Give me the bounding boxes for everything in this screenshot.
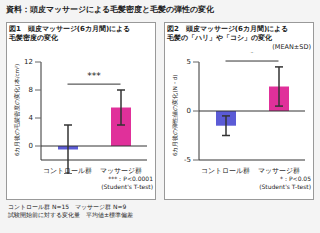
- svg-text:6カ月後の弾性値の変化(N・d): 6カ月後の弾性値の変化(N・d): [171, 75, 178, 156]
- svg-text:-5: -5: [184, 156, 191, 164]
- html-text:*：P<0.05 (Student's T-test): *：P<0.05 (Student's T-test): [259, 175, 311, 190]
- svg-text:***: ***: [87, 71, 101, 81]
- svg-text:4: 4: [29, 114, 34, 122]
- html-text:図1 頭皮マッサージ(6カ月間)による 毛髪密度の変化: 図1 頭皮マッサージ(6カ月間)による 毛髪密度の変化: [9, 25, 131, 42]
- svg-text:コントロール群: コントロール群: [43, 167, 92, 174]
- svg-text:マッサージ群: マッサージ群: [100, 167, 142, 174]
- svg-text:マッサージ群: マッサージ群: [258, 167, 300, 174]
- svg-text:0: 0: [187, 107, 191, 115]
- html-text:資料：頭皮マッサージによる毛髪密度と毛髪の弾性の変化: 資料：頭皮マッサージによる毛髪密度と毛髪の弾性の変化: [6, 5, 214, 14]
- svg-text:*: *: [250, 52, 255, 58]
- svg-text:8: 8: [29, 86, 33, 94]
- html-text:(MEAN±SD): (MEAN±SD): [272, 43, 311, 51]
- html-text:コントロール群 N=15 マッサージ群 N=9: コントロール群 N=15 マッサージ群 N=9: [8, 203, 127, 210]
- svg-text:6カ月後の毛髪密度の変化(本/cm²): 6カ月後の毛髪密度の変化(本/cm²): [13, 64, 20, 156]
- svg-text:0: 0: [29, 142, 33, 150]
- html-text:***：P<0.0001 (Student's T-test: ***：P<0.0001 (Student's T-test): [101, 175, 153, 190]
- html-text:図2 頭皮マッサージ(6カ月間)による 毛髪の「ハリ」や「コ: 図2 頭皮マッサージ(6カ月間)による 毛髪の「ハリ」や「コシ」の変化: [167, 25, 289, 42]
- svg-text:12: 12: [24, 58, 33, 66]
- html-text:試験開始前に対する変化量 平均値±標準偏差: 試験開始前に対する変化量 平均値±標準偏差: [8, 211, 133, 218]
- svg-text:5: 5: [187, 58, 191, 66]
- svg-text:コントロール群: コントロール群: [201, 167, 250, 174]
